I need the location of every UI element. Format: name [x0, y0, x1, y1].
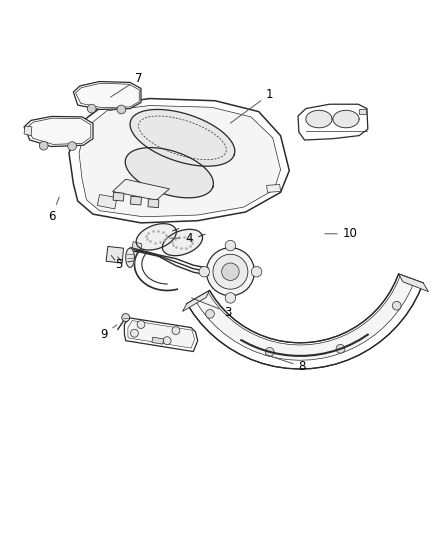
- Text: 7: 7: [110, 72, 142, 97]
- Circle shape: [137, 320, 145, 328]
- Polygon shape: [113, 192, 124, 201]
- Polygon shape: [24, 116, 93, 147]
- Circle shape: [205, 310, 214, 318]
- Polygon shape: [125, 248, 134, 268]
- Circle shape: [265, 348, 273, 356]
- Text: 5: 5: [115, 258, 134, 271]
- Circle shape: [212, 254, 247, 289]
- Text: 4: 4: [170, 232, 192, 245]
- Circle shape: [392, 301, 400, 310]
- Circle shape: [206, 248, 254, 296]
- Polygon shape: [113, 179, 169, 200]
- Polygon shape: [152, 337, 163, 344]
- Text: 6: 6: [48, 197, 59, 223]
- Polygon shape: [75, 83, 139, 108]
- Circle shape: [121, 313, 129, 321]
- Circle shape: [225, 240, 235, 251]
- Circle shape: [67, 142, 76, 150]
- Polygon shape: [73, 82, 141, 109]
- Text: 1: 1: [230, 88, 273, 123]
- Text: 9: 9: [100, 325, 117, 341]
- Polygon shape: [194, 274, 414, 360]
- Polygon shape: [97, 195, 117, 209]
- Polygon shape: [24, 126, 32, 135]
- Polygon shape: [398, 274, 427, 292]
- Polygon shape: [148, 199, 159, 208]
- Polygon shape: [127, 320, 194, 348]
- Polygon shape: [187, 274, 422, 369]
- Polygon shape: [136, 224, 176, 250]
- Polygon shape: [130, 196, 141, 205]
- Polygon shape: [358, 109, 365, 114]
- Polygon shape: [27, 118, 91, 144]
- Circle shape: [336, 344, 344, 353]
- Circle shape: [225, 293, 235, 303]
- Circle shape: [251, 266, 261, 277]
- Circle shape: [117, 105, 125, 114]
- Polygon shape: [332, 110, 358, 128]
- Polygon shape: [125, 148, 213, 198]
- Circle shape: [221, 263, 239, 280]
- Circle shape: [87, 104, 96, 113]
- Circle shape: [130, 329, 138, 337]
- Polygon shape: [182, 290, 209, 311]
- Circle shape: [198, 266, 209, 277]
- Polygon shape: [124, 318, 197, 352]
- Polygon shape: [79, 106, 280, 217]
- Circle shape: [39, 141, 48, 150]
- Polygon shape: [69, 99, 289, 223]
- Text: 3: 3: [191, 298, 231, 319]
- Text: 10: 10: [324, 227, 357, 240]
- Polygon shape: [266, 184, 280, 192]
- Polygon shape: [297, 104, 367, 140]
- Circle shape: [163, 337, 171, 344]
- Polygon shape: [106, 246, 123, 263]
- Polygon shape: [305, 110, 331, 128]
- Polygon shape: [132, 241, 141, 250]
- Text: 8: 8: [265, 354, 305, 373]
- Circle shape: [172, 327, 180, 335]
- Polygon shape: [162, 229, 202, 256]
- Polygon shape: [130, 109, 234, 166]
